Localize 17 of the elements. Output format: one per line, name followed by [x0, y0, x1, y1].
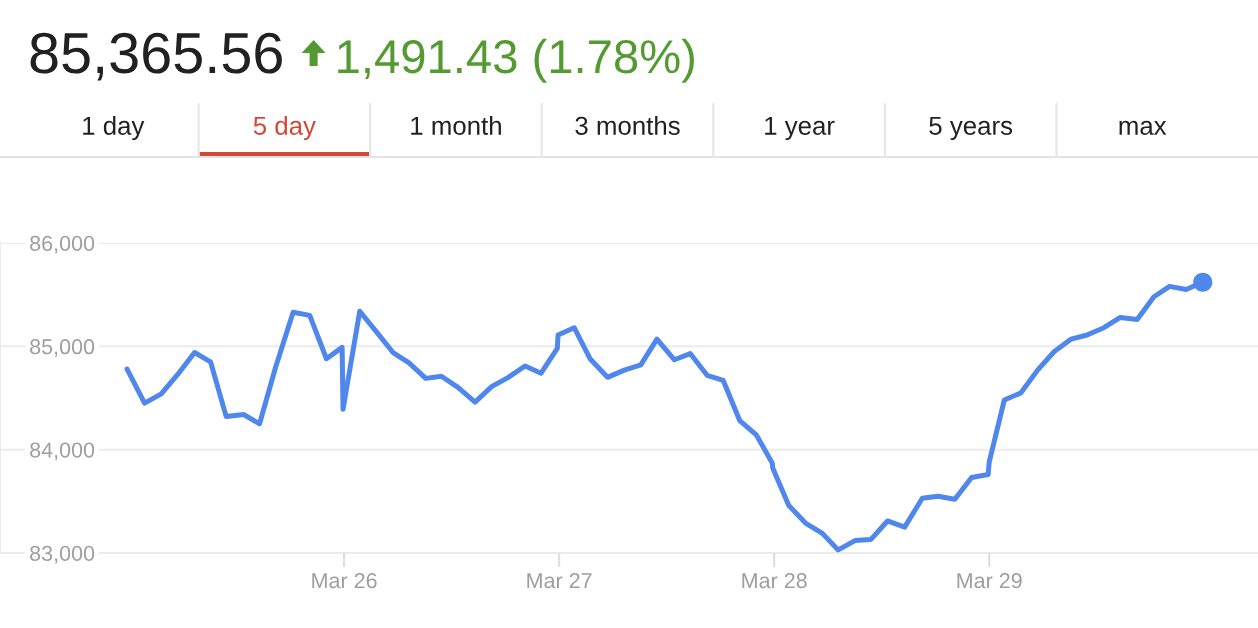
y-tick-label: 84,000: [30, 442, 95, 461]
x-tick-label: Mar 27: [527, 573, 592, 589]
text: 1 month: [411, 115, 501, 135]
text: 1 year: [765, 116, 835, 141]
chart-subtitle: 1,491.43 (1.78%): [338, 38, 694, 83]
text: 5 years: [929, 116, 1013, 141]
text: 3 months: [575, 115, 680, 135]
x-tick-label: Mar 28: [742, 573, 807, 589]
x-tick-label: Mar 29: [957, 573, 1022, 589]
x-tick-label: Mar 26: [312, 573, 377, 589]
y-tick-label: 86,000: [30, 235, 95, 254]
text: max: [1119, 120, 1167, 135]
y-tick-label: 83,000: [30, 545, 95, 564]
y-tick-label: 85,000: [30, 339, 95, 357]
chart-title: 85,365.56: [30, 32, 282, 81]
text: 5 day: [253, 115, 316, 141]
text: 1 day: [83, 115, 145, 141]
